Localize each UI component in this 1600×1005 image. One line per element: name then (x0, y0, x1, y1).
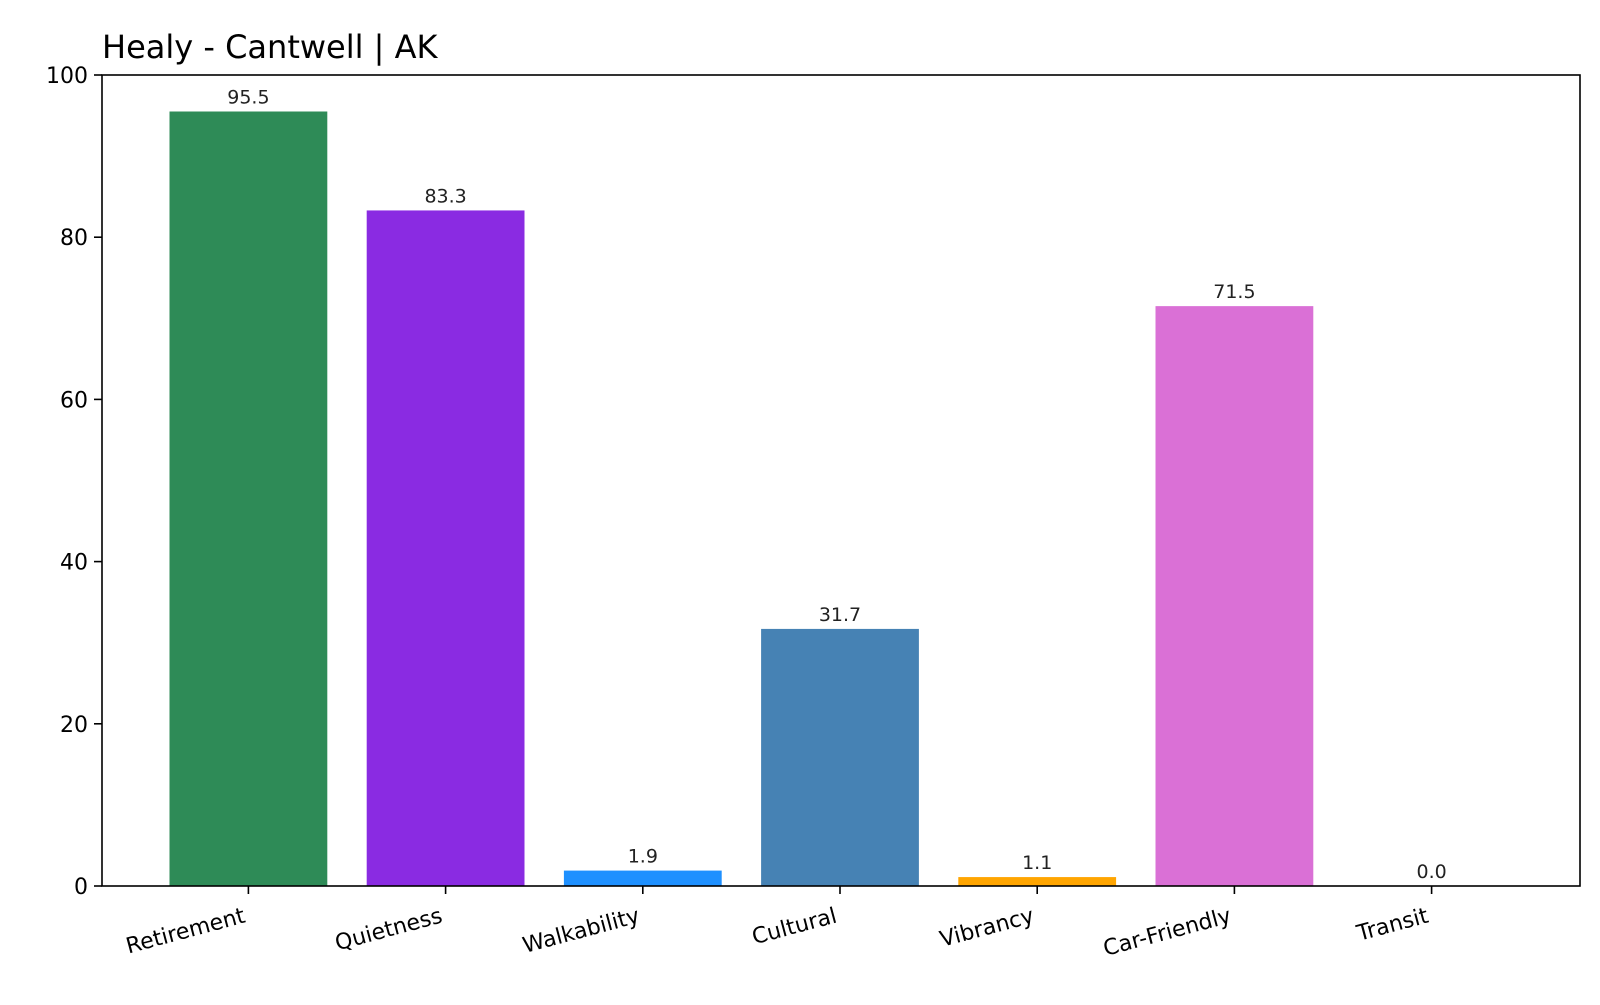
x-tick-label-vibrancy: Vibrancy (937, 904, 1036, 953)
x-tick-label-retirement: Retirement (123, 904, 248, 960)
bar-car-friendly (1155, 306, 1314, 886)
plot-frame (101, 74, 1581, 887)
y-tick-label: 20 (60, 713, 88, 738)
bar-value-label-quietness: 83.3 (424, 185, 466, 207)
y-tick-label: 0 (74, 875, 88, 900)
bar-retirement (169, 111, 328, 886)
x-tick-label-transit: Transit (1353, 904, 1431, 947)
bar-quietness (366, 210, 525, 886)
y-tick-label: 100 (46, 64, 88, 89)
bar-value-label-vibrancy: 1.1 (1022, 852, 1052, 874)
bar-walkability (563, 870, 722, 886)
bar-vibrancy (958, 877, 1117, 886)
value-labels-layer: 95.5 83.3 1.9 31.7 1.1 71.5 0.0 (227, 87, 1446, 884)
bar-value-label-walkability: 1.9 (628, 846, 658, 868)
bar-value-label-retirement: 95.5 (227, 87, 269, 109)
bar-value-label-car-friendly: 71.5 (1213, 281, 1255, 303)
x-tick-label-walkability: Walkability (520, 904, 642, 959)
x-axis: Retirement Quietness Walkability Cultural Vi… (123, 886, 1433, 962)
bars-layer (169, 111, 1314, 886)
y-tick-label: 80 (60, 226, 88, 251)
x-tick-label-cultural: Cultural (749, 904, 839, 951)
x-tick-label-car-friendly: Car-Friendly (1101, 904, 1234, 962)
chart-title: Healy - Cantwell | AK (102, 28, 439, 66)
y-axis: 0 20 40 60 80 100 (46, 64, 102, 900)
bar-value-label-cultural: 31.7 (819, 604, 861, 626)
y-tick-label: 60 (60, 388, 88, 413)
bar-cultural (761, 628, 919, 886)
bar-value-label-transit: 0.0 (1416, 861, 1446, 883)
y-tick-label: 40 (60, 551, 88, 576)
x-tick-label-quietness: Quietness (332, 904, 445, 957)
